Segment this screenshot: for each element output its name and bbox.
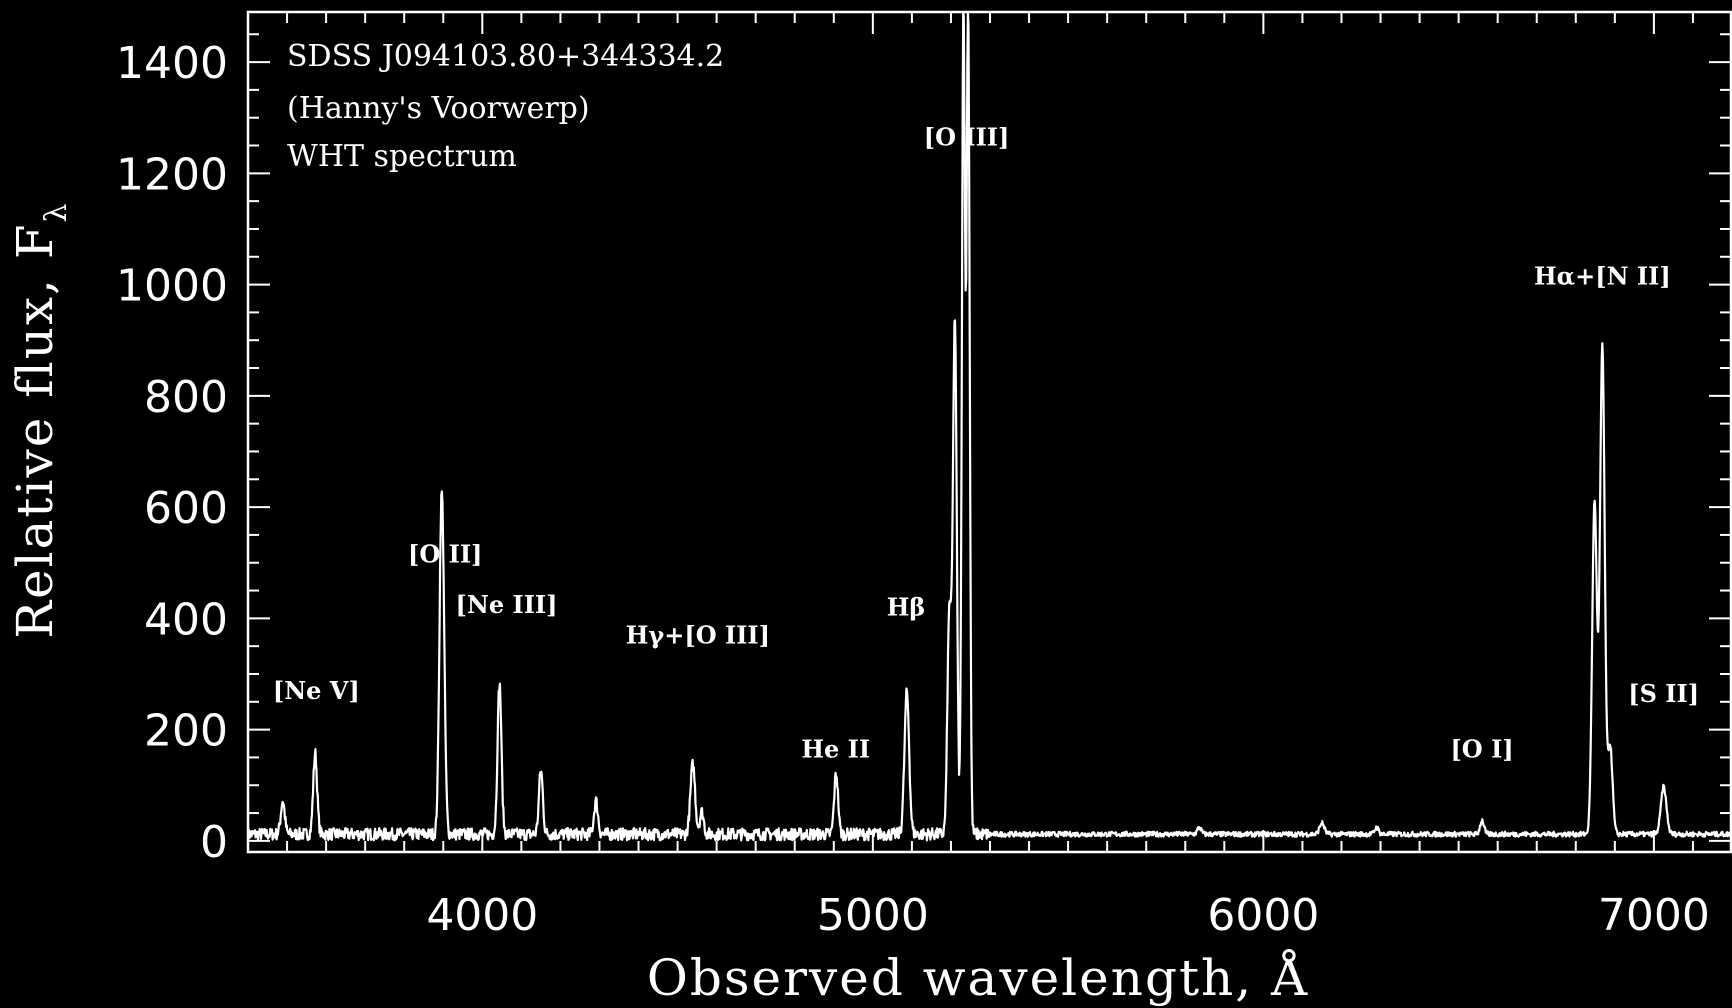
annotation-object-alias: (Hanny's Voorwerp)	[287, 91, 590, 126]
emission-line-label: He II	[801, 734, 870, 763]
y-tick-label: 800	[144, 372, 228, 423]
x-tick-label: 7000	[1598, 890, 1710, 941]
emission-line-label: [Ne V]	[273, 676, 360, 705]
y-tick-label: 1400	[116, 38, 228, 89]
y-tick-label: 600	[144, 483, 228, 534]
y-tick-label: 0	[200, 817, 228, 868]
emission-line-label: Hβ	[887, 593, 926, 622]
emission-line-label: Hγ+[O III]	[626, 620, 770, 649]
x-tick-label: 4000	[426, 890, 538, 941]
x-axis-title: Observed wavelength, Å	[647, 948, 1309, 1007]
annotation-instrument: WHT spectrum	[287, 139, 517, 174]
plot-frame	[246, 10, 1732, 854]
y-tick-label: 1200	[116, 149, 228, 200]
y-tick-label: 400	[144, 594, 228, 645]
y-axis-title-subscript: λ	[39, 201, 74, 222]
emission-line-label: [O I]	[1450, 734, 1513, 763]
emission-line-label: Hα+[N II]	[1534, 262, 1671, 291]
emission-line-label: [O II]	[408, 540, 482, 569]
emission-line-labels: [Ne V] [O II] [Ne III] Hγ+[O III] He II Hβ [O …	[273, 123, 1699, 764]
y-axis-title: Relative flux, Fλ	[6, 201, 74, 638]
annotation-object-name: SDSS J094103.80+344334.2	[287, 39, 724, 74]
y-axis-title-main: Relative flux, F	[6, 222, 64, 638]
emission-line-label: [Ne III]	[456, 590, 558, 619]
spectrum-line	[246, 10, 1732, 842]
emission-line-label: [S II]	[1628, 679, 1699, 708]
tick-labels: 4000 5000 6000 7000 0 200 400 600 800 1000 1200 140…	[116, 38, 1710, 941]
emission-line-label: [O III]	[924, 123, 1010, 152]
y-tick-label: 200	[144, 706, 228, 757]
x-tick-label: 6000	[1207, 890, 1319, 941]
axis-ticks	[247, 12, 1732, 852]
x-tick-label: 5000	[817, 890, 929, 941]
y-tick-label: 1000	[116, 261, 228, 312]
